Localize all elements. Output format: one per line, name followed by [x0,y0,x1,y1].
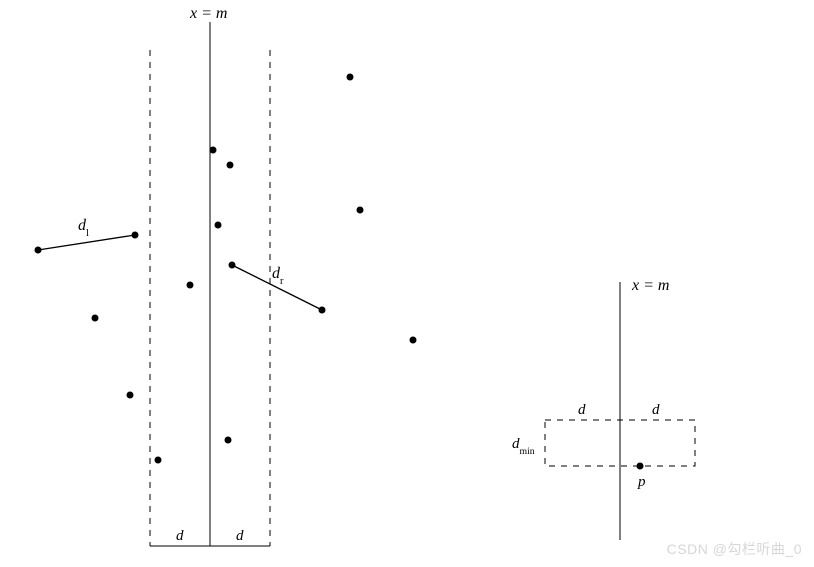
left-point-6 [210,147,217,154]
left-point-13 [347,74,354,81]
left-point-3 [127,392,134,399]
label-dl: dl [78,217,89,239]
right-label-dmin: dmin [512,436,535,457]
left-point-2 [92,315,99,322]
right-label-p: p [637,474,646,490]
label-dr: dr [272,265,284,287]
left-point-4 [155,457,162,464]
left-label-xm: x = m [189,5,227,22]
left-point-10 [225,437,232,444]
diagram-canvas: x = m d d dl dr x = m d d dmin p [0,0,814,567]
left-point-14 [410,337,417,344]
right-label-d-right: d [652,402,660,418]
left-point-12 [357,207,364,214]
left-point-5 [187,282,194,289]
left-label-d-left: d [176,528,184,544]
left-label-d-right: d [236,528,244,544]
right-label-xm: x = m [631,277,669,294]
right-label-d-left: d [578,402,586,418]
right-point-p [637,463,644,470]
left-point-8 [215,222,222,229]
left-point-7 [227,162,234,169]
